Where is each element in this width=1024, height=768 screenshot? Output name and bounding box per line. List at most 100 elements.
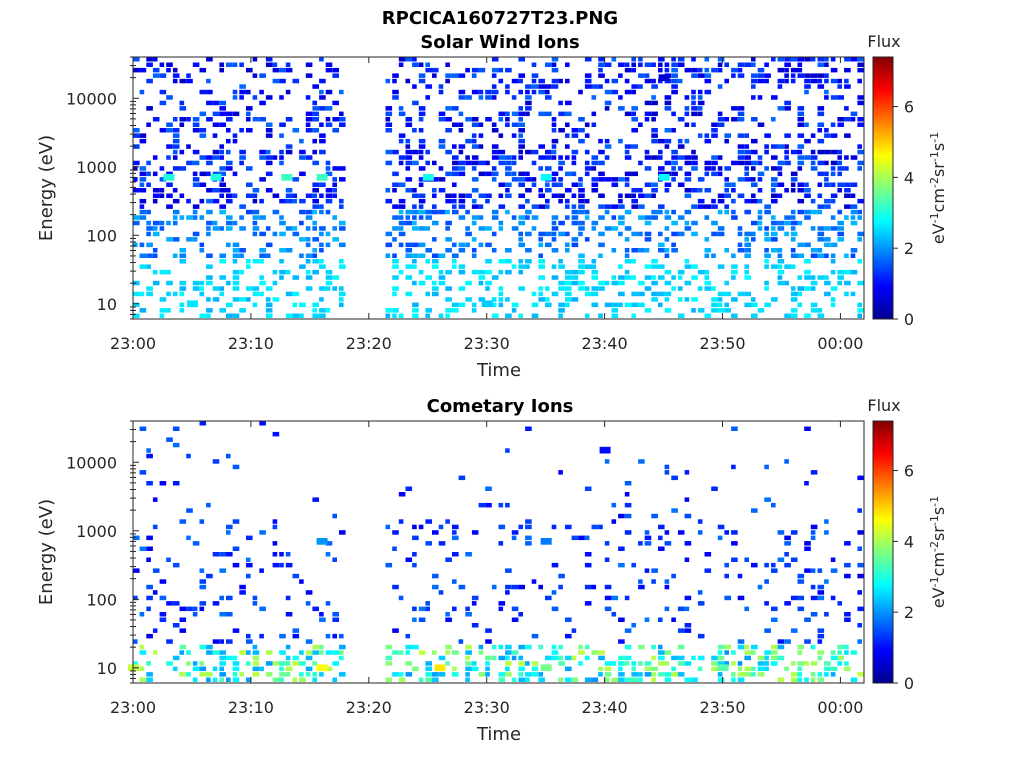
heatmap-cell [312, 193, 317, 198]
heatmap-cell [731, 297, 738, 302]
heatmap-cell [717, 308, 725, 313]
heatmap-cell [452, 160, 459, 166]
heatmap-cell [152, 497, 158, 502]
heatmap-cell [339, 198, 344, 204]
heatmap-cell [279, 275, 284, 280]
heatmap-cell [717, 209, 723, 215]
heatmap-cell [259, 177, 266, 182]
heatmap-cell [465, 655, 470, 661]
heatmap-cell [325, 106, 333, 111]
heatmap-cell [598, 62, 605, 67]
heatmap-cell [505, 650, 512, 655]
heatmap-cell [638, 215, 645, 220]
heatmap-cell [339, 111, 344, 117]
heatmap-cell [412, 128, 417, 133]
heatmap-cell [172, 291, 178, 297]
heatmap-cell [565, 655, 572, 661]
heatmap-cell [651, 95, 656, 100]
heatmap-cell [133, 595, 138, 601]
heatmap-cell [146, 557, 151, 562]
heatmap-cell [518, 193, 525, 198]
heatmap-cell [246, 111, 251, 117]
heatmap-cell [438, 138, 446, 144]
heatmap-cell [571, 280, 579, 286]
heatmap-cell [518, 269, 523, 275]
heatmap-cell [478, 650, 484, 655]
heatmap-cell [246, 117, 251, 122]
heatmap-cell [677, 166, 683, 171]
heatmap-cell [538, 672, 543, 677]
heatmap-cell [697, 204, 705, 209]
heatmap-cell [658, 138, 665, 144]
heatmap-cell [538, 677, 545, 682]
heatmap-cell [199, 248, 205, 253]
heatmap-cell [671, 160, 678, 166]
heatmap-cell [232, 193, 238, 198]
heatmap-cell [837, 209, 842, 215]
heatmap-cell [857, 546, 862, 551]
heatmap-cell [498, 606, 504, 612]
heatmap-cell [551, 264, 557, 269]
y-axis-label: Energy (eV) [36, 135, 57, 241]
heatmap-cell [704, 89, 712, 95]
heatmap-cell [804, 269, 811, 275]
heatmap-cell [624, 253, 630, 258]
heatmap-cell [312, 661, 317, 666]
heatmap-cell [186, 650, 191, 655]
heatmap-cell [824, 666, 831, 672]
heatmap-cell [571, 275, 579, 280]
heatmap-cell [777, 639, 785, 644]
heatmap-cell [651, 677, 656, 682]
heatmap-cell [691, 655, 696, 661]
heatmap-cell [226, 188, 231, 193]
heatmap-cell [704, 313, 712, 318]
heatmap-cell [771, 226, 776, 231]
heatmap-cell [704, 237, 710, 242]
heatmap-cell [764, 264, 769, 269]
heatmap-cell [199, 666, 207, 672]
heatmap-cell [664, 253, 670, 258]
heatmap-cell [545, 302, 552, 308]
heatmap-cell [857, 280, 864, 286]
heatmap-cell [764, 62, 769, 67]
heatmap-cell [677, 182, 685, 187]
heatmap-cell [452, 209, 459, 215]
heatmap-cell [631, 89, 636, 95]
heatmap-cell [691, 297, 698, 302]
heatmap-cell [531, 291, 537, 297]
heatmap-cell [584, 313, 590, 318]
heatmap-cell [152, 67, 160, 73]
heatmap-cell [857, 302, 862, 308]
heatmap-cell [285, 67, 293, 73]
heatmap-cell [824, 160, 829, 166]
heatmap-cell [764, 601, 769, 606]
heatmap-cell [186, 453, 191, 459]
heatmap-cell [471, 89, 479, 95]
heatmap-cell [478, 226, 486, 231]
heatmap-cell [146, 242, 153, 248]
heatmap-cell [226, 117, 233, 122]
heatmap-cell [804, 661, 809, 666]
heatmap-cell [751, 149, 758, 155]
heatmap-cell [312, 226, 317, 231]
heatmap-cell [777, 655, 785, 661]
heatmap-cell [731, 530, 738, 535]
heatmap-cell [817, 275, 825, 280]
heatmap-cell [857, 237, 862, 242]
heatmap-cell [598, 160, 605, 166]
heatmap-cell [392, 650, 399, 655]
heatmap-cell [857, 62, 864, 67]
heatmap-cell [312, 128, 319, 133]
heatmap-cell [618, 617, 625, 622]
heatmap-cell [717, 62, 723, 67]
heatmap-cell [598, 666, 603, 672]
heatmap-cell [830, 171, 836, 177]
heatmap-cell [246, 650, 251, 655]
heatmap-cell [425, 308, 432, 313]
heatmap-cell [844, 188, 851, 193]
heatmap-cell [199, 644, 207, 650]
heatmap-cell [305, 275, 313, 280]
heatmap-cell-highlight [281, 174, 293, 181]
heatmap-cell [538, 193, 545, 198]
heatmap-cell [737, 226, 743, 231]
